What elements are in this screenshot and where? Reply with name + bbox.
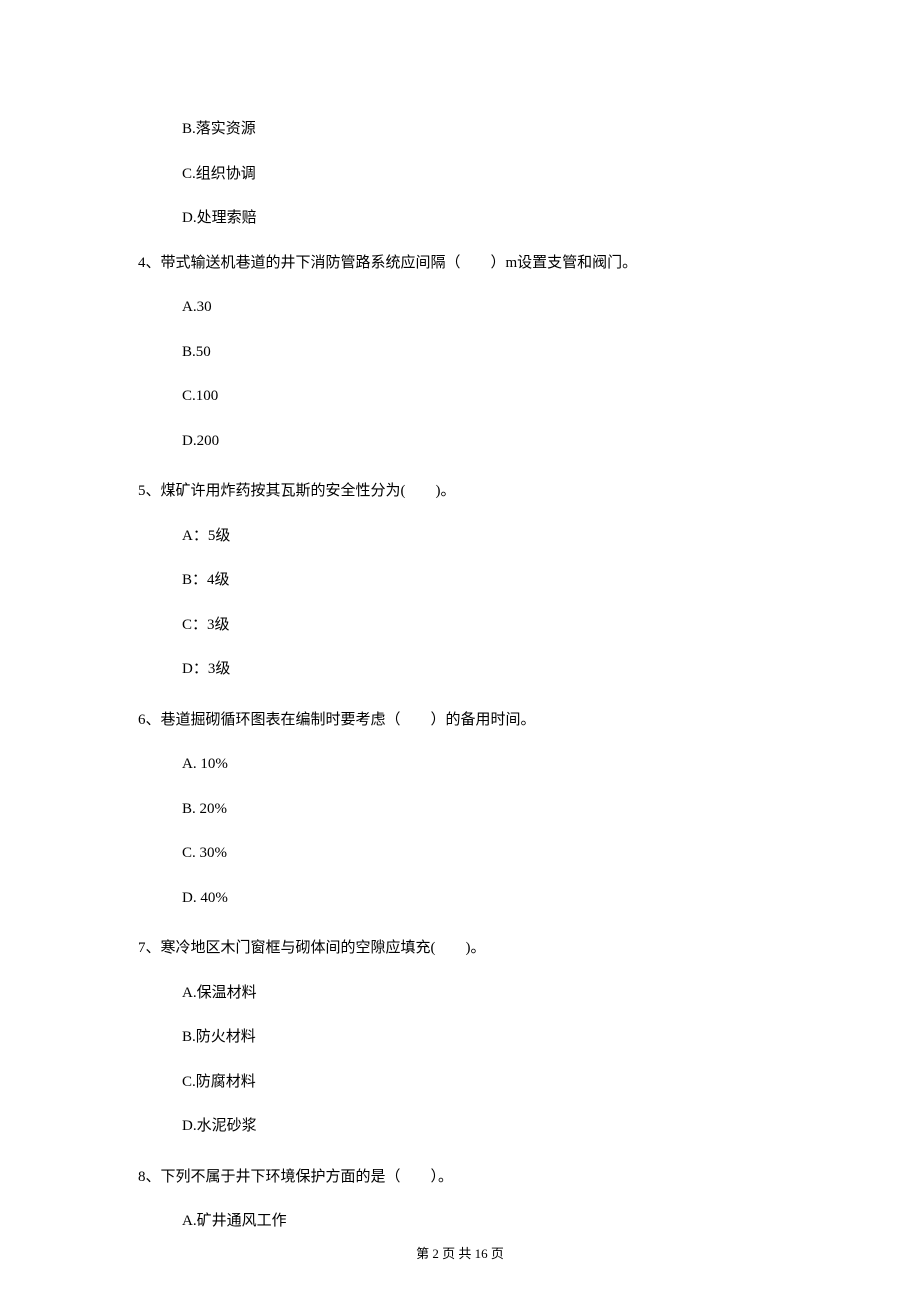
question-5: 5、煤矿许用炸药按其瓦斯的安全性分为( )。 A：5级 B：4级 C：3级 D：…	[138, 480, 782, 681]
option-c: C.100	[182, 385, 782, 408]
option-b: B：4级	[182, 569, 782, 592]
option-d: D.水泥砂浆	[182, 1115, 782, 1138]
question-8: 8、下列不属于井下环境保护方面的是（ ）。 A.矿井通风工作	[138, 1166, 782, 1233]
option-a: A：5级	[182, 525, 782, 548]
question-text: 8、下列不属于井下环境保护方面的是（ ）。	[138, 1166, 782, 1189]
option-b: B.50	[182, 341, 782, 364]
option-a: A.保温材料	[182, 982, 782, 1005]
option-c: C：3级	[182, 614, 782, 637]
question-text: 6、巷道掘砌循环图表在编制时要考虑（ ）的备用时间。	[138, 709, 782, 732]
option-c: C.组织协调	[182, 163, 782, 186]
option-b: B.防火材料	[182, 1026, 782, 1049]
question-text: 4、带式输送机巷道的井下消防管路系统应间隔（ ）m设置支管和阀门。	[138, 252, 782, 275]
option-b: B.落实资源	[182, 118, 782, 141]
option-d: D：3级	[182, 658, 782, 681]
option-a: A. 10%	[182, 753, 782, 776]
option-a: A.30	[182, 296, 782, 319]
page-footer: 第 2 页 共 16 页	[0, 1243, 920, 1262]
question-7: 7、寒冷地区木门窗框与砌体间的空隙应填充( )。 A.保温材料 B.防火材料 C…	[138, 937, 782, 1138]
option-c: C. 30%	[182, 842, 782, 865]
option-d: D.处理索赔	[182, 207, 782, 230]
question-6: 6、巷道掘砌循环图表在编制时要考虑（ ）的备用时间。 A. 10% B. 20%…	[138, 709, 782, 910]
option-d: D.200	[182, 430, 782, 453]
option-d: D. 40%	[182, 887, 782, 910]
option-c: C.防腐材料	[182, 1071, 782, 1094]
question-text: 5、煤矿许用炸药按其瓦斯的安全性分为( )。	[138, 480, 782, 503]
option-b: B. 20%	[182, 798, 782, 821]
question-text: 7、寒冷地区木门窗框与砌体间的空隙应填充( )。	[138, 937, 782, 960]
orphan-options: B.落实资源 C.组织协调 D.处理索赔	[138, 118, 782, 230]
question-4: 4、带式输送机巷道的井下消防管路系统应间隔（ ）m设置支管和阀门。 A.30 B…	[138, 252, 782, 453]
option-a: A.矿井通风工作	[182, 1210, 782, 1233]
